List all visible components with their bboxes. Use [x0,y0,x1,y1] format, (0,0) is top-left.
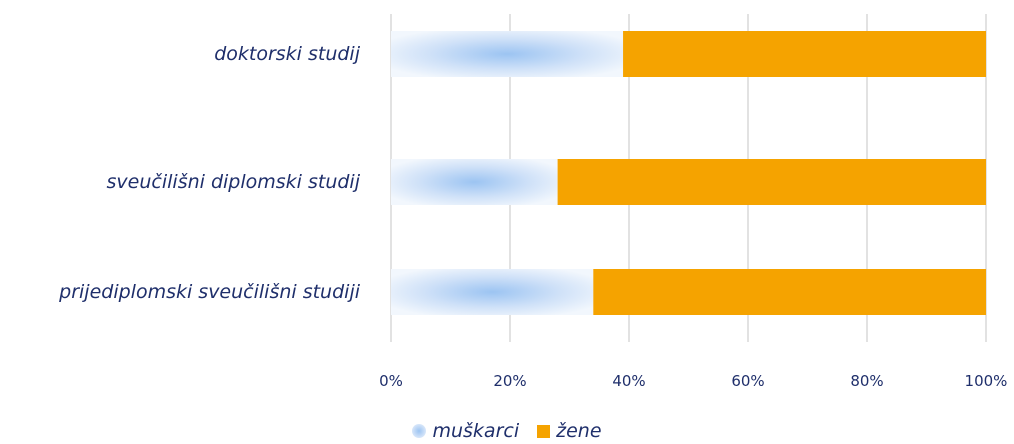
legend-item-zene: žene [537,420,602,442]
bar-muskarci [391,159,558,205]
x-tick-label: 100% [965,372,1008,390]
legend: muškarci žene [0,420,1014,442]
x-tick-label: 60% [731,372,764,390]
bar-muskarci [391,31,624,77]
legend-swatch-muskarci [412,424,427,438]
bar-zene [593,269,986,315]
category-label: sveučilišni diplomski studij [107,171,361,193]
x-tick-label: 0% [379,372,403,390]
legend-label-zene: žene [556,420,602,442]
legend-label-muskarci: muškarci [432,420,520,442]
bar-muskarci [391,269,594,315]
category-label: prijediplomski sveučilišni studiji [58,281,361,303]
legend-swatch-zene [537,424,551,438]
bar-zene [623,31,986,77]
x-tick-label: 20% [493,372,526,390]
category-label: doktorski studij [214,43,361,65]
bar-zene [557,159,986,205]
x-tick-label: 40% [612,372,645,390]
x-tick-label: 80% [850,372,883,390]
legend-item-muskarci: muškarci [412,420,519,442]
